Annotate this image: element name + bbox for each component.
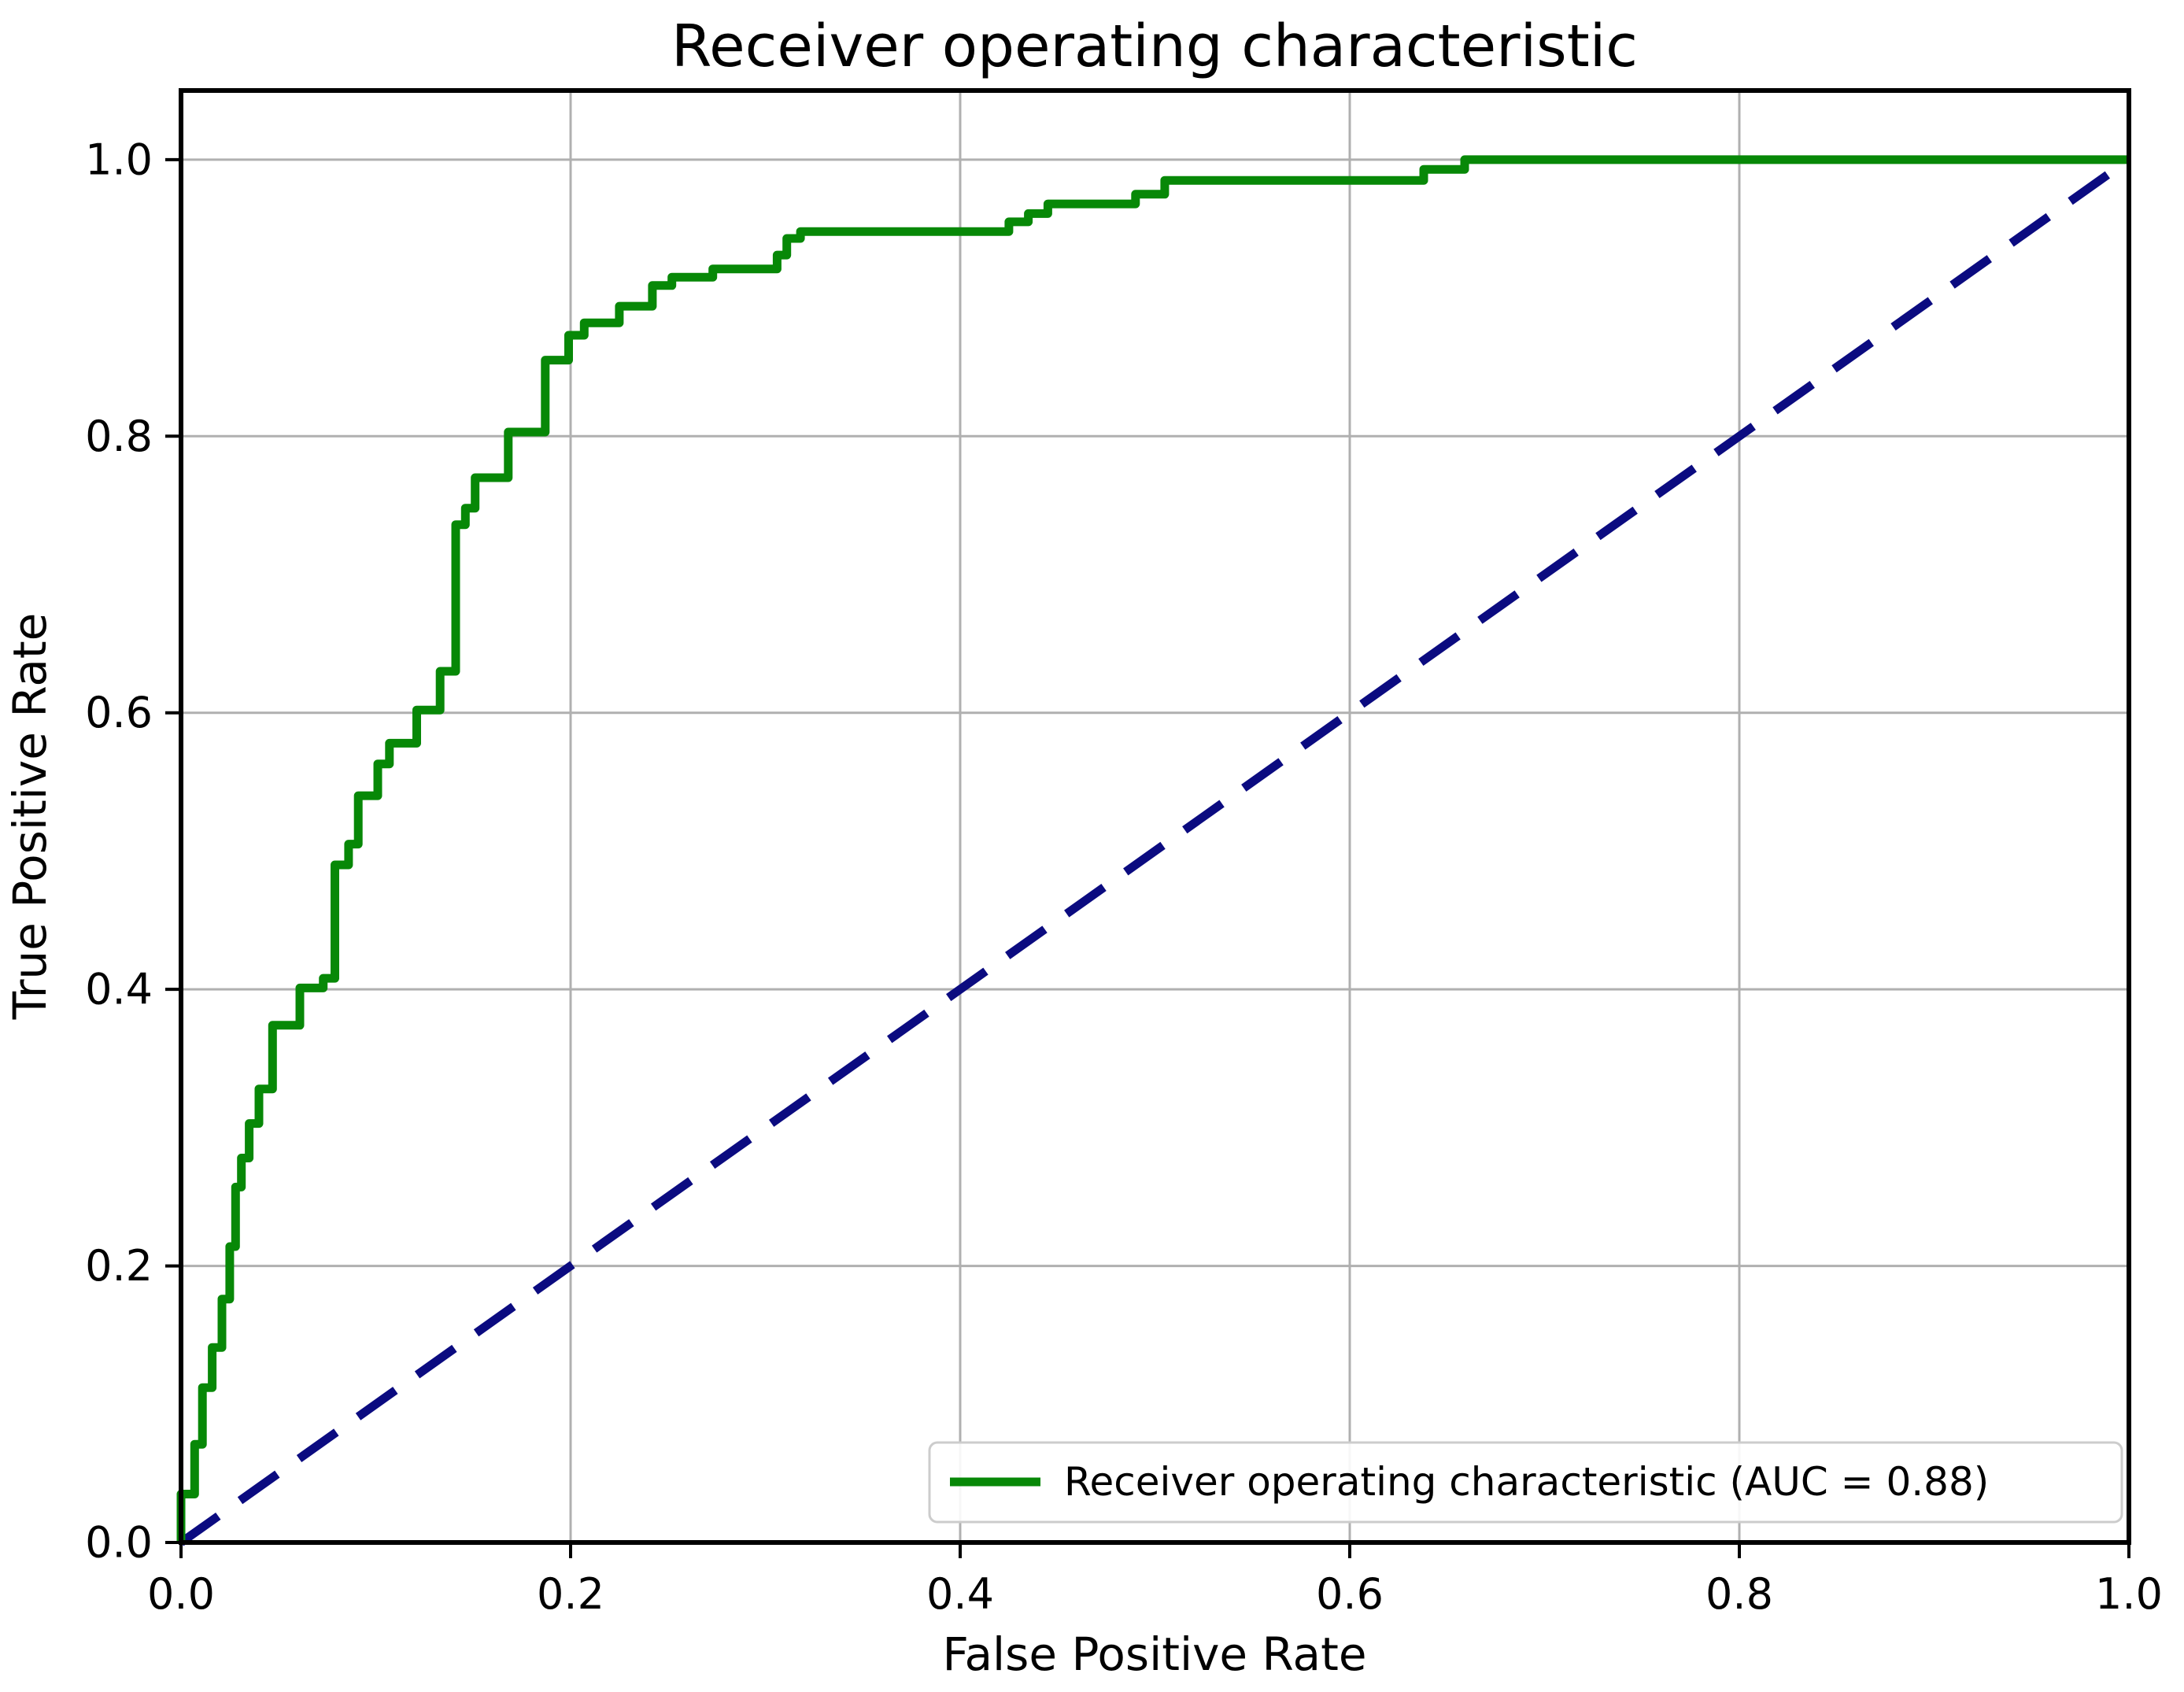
x-axis-label: False Positive Rate: [942, 1627, 1366, 1681]
chart-title: Receiver operating characteristic: [671, 13, 1638, 80]
plot-curves: [176, 155, 2132, 1546]
y-tick-label: 0.8: [85, 412, 153, 461]
x-tick-label: 0.0: [147, 1569, 215, 1619]
y-axis-label: True Positive Rate: [3, 613, 57, 1021]
y-tick-label: 0.2: [85, 1241, 153, 1291]
y-tick-label: 0.6: [85, 688, 153, 737]
x-tick-label: 0.4: [926, 1569, 994, 1619]
tick-marks: [165, 157, 2130, 1558]
legend-roc-label: Receiver operating characteristic (AUC =…: [1064, 1459, 1989, 1505]
x-tick-label: 1.0: [2095, 1569, 2163, 1619]
chance-diagonal-line: [178, 156, 2132, 1546]
x-tick-label: 0.2: [537, 1569, 604, 1619]
x-tick-label: 0.6: [1316, 1569, 1384, 1619]
y-tick-label: 0.4: [85, 965, 153, 1014]
x-tick-labels: 0.0 0.2 0.4 0.6 0.8 1.0: [147, 1569, 2163, 1619]
x-tick-label: 0.8: [1705, 1569, 1773, 1619]
y-tick-label: 1.0: [85, 135, 153, 184]
gridlines: [179, 91, 2130, 1544]
axes-frame: [179, 88, 2131, 1545]
legend-box: [928, 1441, 2123, 1524]
roc-curve-line: [176, 155, 2129, 1542]
axes-spines: [179, 88, 2131, 1545]
y-tick-labels: 0.0 0.2 0.4 0.6 0.8 1.0: [85, 135, 153, 1567]
y-tick-label: 0.0: [85, 1518, 153, 1568]
legend: Receiver operating characteristic (AUC =…: [928, 1441, 2123, 1524]
